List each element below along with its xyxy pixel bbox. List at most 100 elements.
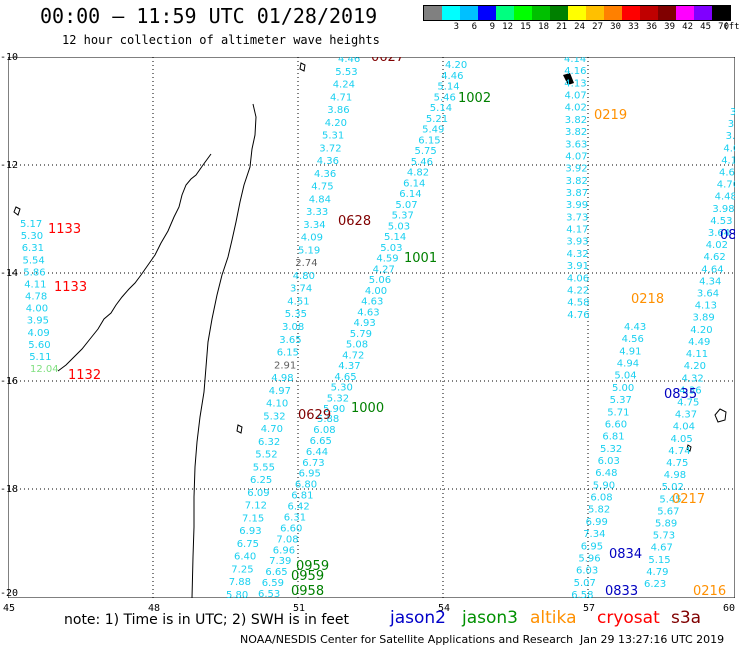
wave-height-value: 5.14 bbox=[437, 82, 459, 93]
wave-height-value: 4.24 bbox=[333, 80, 355, 91]
wave-height-value: 5.07 bbox=[574, 578, 596, 589]
comoros-island bbox=[13, 206, 21, 216]
wave-height-value: 4.09 bbox=[28, 328, 50, 339]
wave-height-tracks: 4.46 5.53 4.244.71 3.86 4.20 5.313.72 4.36 4.36… bbox=[20, 57, 735, 598]
wave-height-value: 6.32 bbox=[258, 437, 280, 448]
wave-height-value: 5.45 bbox=[659, 494, 681, 505]
pass-time-label: 1000 bbox=[351, 401, 384, 416]
track-track-1001: 4.204.465.145.465.145.215.496.155.755.46… bbox=[323, 60, 467, 415]
wave-height-value: 6.23 bbox=[644, 579, 666, 590]
timestamp: Jan 29 13:27:16 UTC 2019 bbox=[580, 633, 725, 646]
latitude-label: -18 bbox=[0, 484, 19, 495]
longitude-label: 45 bbox=[3, 603, 16, 614]
wave-height-value: 6.99 bbox=[586, 517, 608, 528]
wave-height-value: 3.33 bbox=[306, 207, 328, 218]
longitude-label: 60 bbox=[723, 603, 736, 614]
wave-height-value: 3.65 bbox=[279, 335, 301, 346]
pass-time-label: 0629 bbox=[298, 408, 331, 423]
wave-height-value: 4.20 bbox=[325, 118, 347, 129]
wave-height-value: 4.98 bbox=[271, 373, 293, 384]
legend-tick-label: 33 bbox=[628, 22, 639, 32]
satellite-name: s3a bbox=[671, 608, 702, 628]
wave-height-value: 4.36 bbox=[317, 156, 339, 167]
wave-height-value: 4.63 bbox=[361, 297, 383, 308]
legend-tick-label: 12 bbox=[502, 22, 513, 32]
wave-height-value: 4.94 bbox=[617, 359, 639, 370]
latitude-label: -16 bbox=[0, 376, 19, 387]
wave-height-value: 4.71 bbox=[330, 92, 352, 103]
wave-height-value: 6.14 bbox=[403, 178, 425, 189]
wave-height-value: 6.40 bbox=[234, 552, 256, 563]
wave-height-value: 5.03 bbox=[380, 243, 402, 254]
legend-tick-label: 6 bbox=[471, 22, 477, 32]
legend-tick-label: 9 bbox=[489, 22, 495, 32]
page-subtitle: 12 hour collection of altimeter wave hei… bbox=[62, 33, 380, 47]
pass-time-label: 1002 bbox=[458, 91, 491, 106]
wave-height-value: 4.63 bbox=[357, 307, 379, 318]
wave-height-value: 6.81 bbox=[602, 432, 624, 443]
wave-height-value: 6.96 bbox=[273, 545, 295, 556]
wave-height-value: 4.58 bbox=[567, 298, 589, 309]
wave-height-value: 4.03 bbox=[723, 143, 735, 154]
wave-height-value: 6.08 bbox=[313, 425, 335, 436]
pass-time-label: 08 bbox=[720, 228, 735, 243]
wave-height-value: 4.64 bbox=[701, 264, 723, 275]
legend-swatch bbox=[550, 6, 568, 20]
wave-height-value: 4.98 bbox=[664, 470, 686, 481]
pass-time-label: 0627 bbox=[371, 57, 404, 65]
wave-height-value: 4.14 bbox=[564, 57, 586, 65]
wave-height-value: 5.14 bbox=[384, 232, 406, 243]
wave-height-value: 5.19 bbox=[298, 245, 320, 256]
wave-height-value: 4.20 bbox=[690, 325, 712, 336]
wave-height-value: 6.03 bbox=[576, 566, 598, 577]
wave-height-value: 5.11 bbox=[29, 352, 51, 363]
wave-height-value: 6.95 bbox=[581, 541, 603, 552]
longitude-label: 48 bbox=[148, 603, 161, 614]
wave-height-value: 5.30 bbox=[331, 383, 353, 394]
wave-height-value: 4.62 bbox=[704, 252, 726, 263]
wave-height-value: 5.90 bbox=[593, 480, 615, 491]
pass-time-label: 0959 bbox=[296, 559, 329, 574]
latitude-label: -20 bbox=[0, 588, 19, 599]
color-scale-legend bbox=[423, 5, 731, 21]
wave-height-value: 12.04 bbox=[30, 364, 59, 375]
wave-height-value: 3.91 bbox=[567, 261, 589, 272]
legend-swatch bbox=[478, 6, 496, 20]
wave-height-value: 7.15 bbox=[242, 513, 264, 524]
longitude-label: 51 bbox=[293, 603, 306, 614]
wave-height-value: 4.48 bbox=[715, 192, 735, 203]
wave-height-value: 6.53 bbox=[258, 589, 280, 598]
wave-height-value: 4.06 bbox=[567, 273, 589, 284]
wave-height-value: 4.32 bbox=[682, 373, 704, 384]
wave-height-value: 5.75 bbox=[415, 146, 437, 157]
wave-height-value: 4.22 bbox=[567, 286, 589, 297]
wave-height-value: 4.15 bbox=[721, 155, 735, 166]
wave-height-value: 4.70 bbox=[717, 180, 735, 191]
wave-height-value: 4.11 bbox=[686, 349, 708, 360]
wave-height-value: 5.32 bbox=[327, 393, 349, 404]
legend-swatch bbox=[460, 6, 478, 20]
wave-height-value: 4.51 bbox=[287, 297, 309, 308]
pass-time-label: 1132 bbox=[68, 368, 101, 383]
wave-height-value: 3.08 bbox=[282, 322, 304, 333]
wave-height-value: 5.46 bbox=[434, 92, 456, 103]
longitude-label: 54 bbox=[438, 603, 451, 614]
wave-height-value: 7.88 bbox=[229, 577, 251, 588]
wave-height-value: 5.90 bbox=[323, 404, 345, 415]
wave-height-value: 5.52 bbox=[255, 450, 277, 461]
wave-height-value: 7.34 bbox=[583, 529, 605, 540]
wave-height-value: 6.59 bbox=[262, 578, 284, 589]
track-track-0959: 5.886.086.656.446.736.956.806.816.426.31… bbox=[258, 414, 339, 598]
wave-height-value: 6.80 bbox=[295, 480, 317, 491]
legend-tick-label: 45 bbox=[700, 22, 711, 32]
wave-height-value: 3.92 bbox=[565, 164, 587, 175]
wave-height-value: 3.82 bbox=[565, 127, 587, 138]
wave-height-value: 5.30 bbox=[21, 231, 43, 242]
wave-height-value: 4.37 bbox=[338, 361, 360, 372]
wave-height-value: 5.08 bbox=[346, 340, 368, 351]
wave-height-value: 5.96 bbox=[578, 554, 600, 565]
wave-height-value: 3.89 bbox=[693, 313, 715, 324]
legend-swatch bbox=[532, 6, 550, 20]
wave-height-value: 6.42 bbox=[288, 502, 310, 513]
wave-height-value: 7.12 bbox=[245, 501, 267, 512]
